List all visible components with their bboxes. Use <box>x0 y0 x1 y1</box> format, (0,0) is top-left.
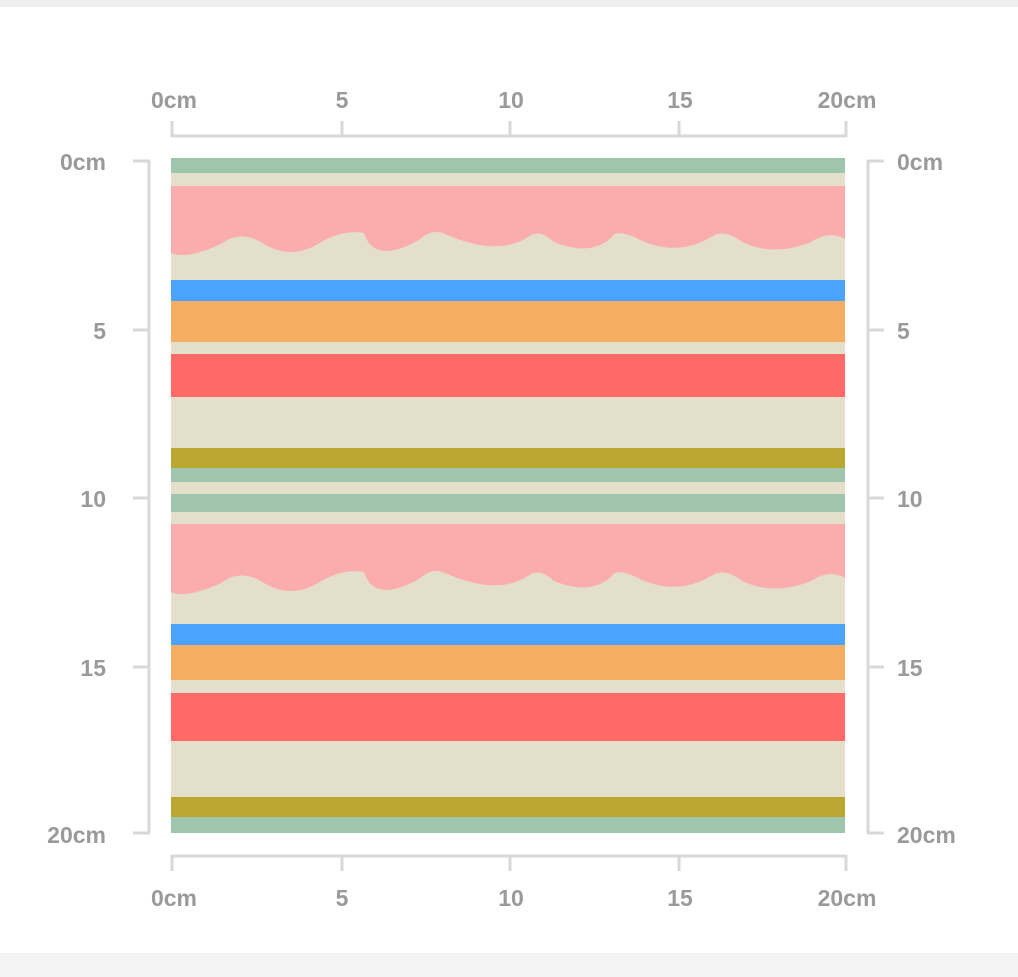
fabric-pattern-swatch <box>171 158 845 833</box>
bottom-label-10: 10 <box>498 885 524 911</box>
orange-stripe <box>171 301 845 342</box>
right-label-0: 0cm <box>897 149 943 175</box>
pink-scallop-band <box>171 186 845 256</box>
left-label-0: 0cm <box>60 149 106 175</box>
olive-stripe <box>171 448 845 468</box>
top-label-15: 15 <box>667 87 693 113</box>
pattern-repeat-2 <box>171 494 845 833</box>
left-ruler <box>133 159 151 835</box>
bottom-label-5: 5 <box>336 885 349 911</box>
sage-stripe <box>171 494 845 512</box>
left-label-15: 15 <box>80 655 106 681</box>
right-label-5: 5 <box>897 318 910 344</box>
sage-stripe-lower <box>171 817 845 833</box>
olive-stripe <box>171 797 845 817</box>
top-ruler <box>170 121 848 138</box>
top-label-0: 0cm <box>151 87 197 113</box>
top-label-5: 5 <box>336 87 349 113</box>
left-label-10: 10 <box>80 486 106 512</box>
right-ruler <box>866 159 884 835</box>
top-edge-strip <box>0 0 1018 7</box>
bottom-label-15: 15 <box>667 885 693 911</box>
blue-stripe <box>171 280 845 301</box>
right-label-20: 20cm <box>897 822 956 848</box>
ruler-lines <box>133 121 884 871</box>
pink-scallop-band <box>171 524 845 595</box>
pattern-repeat-1 <box>171 158 845 482</box>
right-label-15: 15 <box>897 655 923 681</box>
left-label-5: 5 <box>93 318 106 344</box>
coral-stripe <box>171 693 845 741</box>
left-label-20: 20cm <box>47 822 106 848</box>
sage-stripe-lower <box>171 468 845 482</box>
bottom-label-0: 0cm <box>151 885 197 911</box>
bottom-ruler <box>170 854 848 871</box>
top-label-20: 20cm <box>818 87 877 113</box>
coral-stripe <box>171 354 845 397</box>
right-label-10: 10 <box>897 486 923 512</box>
sage-stripe <box>171 158 845 173</box>
bottom-label-20: 20cm <box>818 885 877 911</box>
bottom-edge-strip <box>0 953 1018 977</box>
orange-stripe <box>171 645 845 680</box>
top-label-10: 10 <box>498 87 524 113</box>
blue-stripe <box>171 624 845 645</box>
